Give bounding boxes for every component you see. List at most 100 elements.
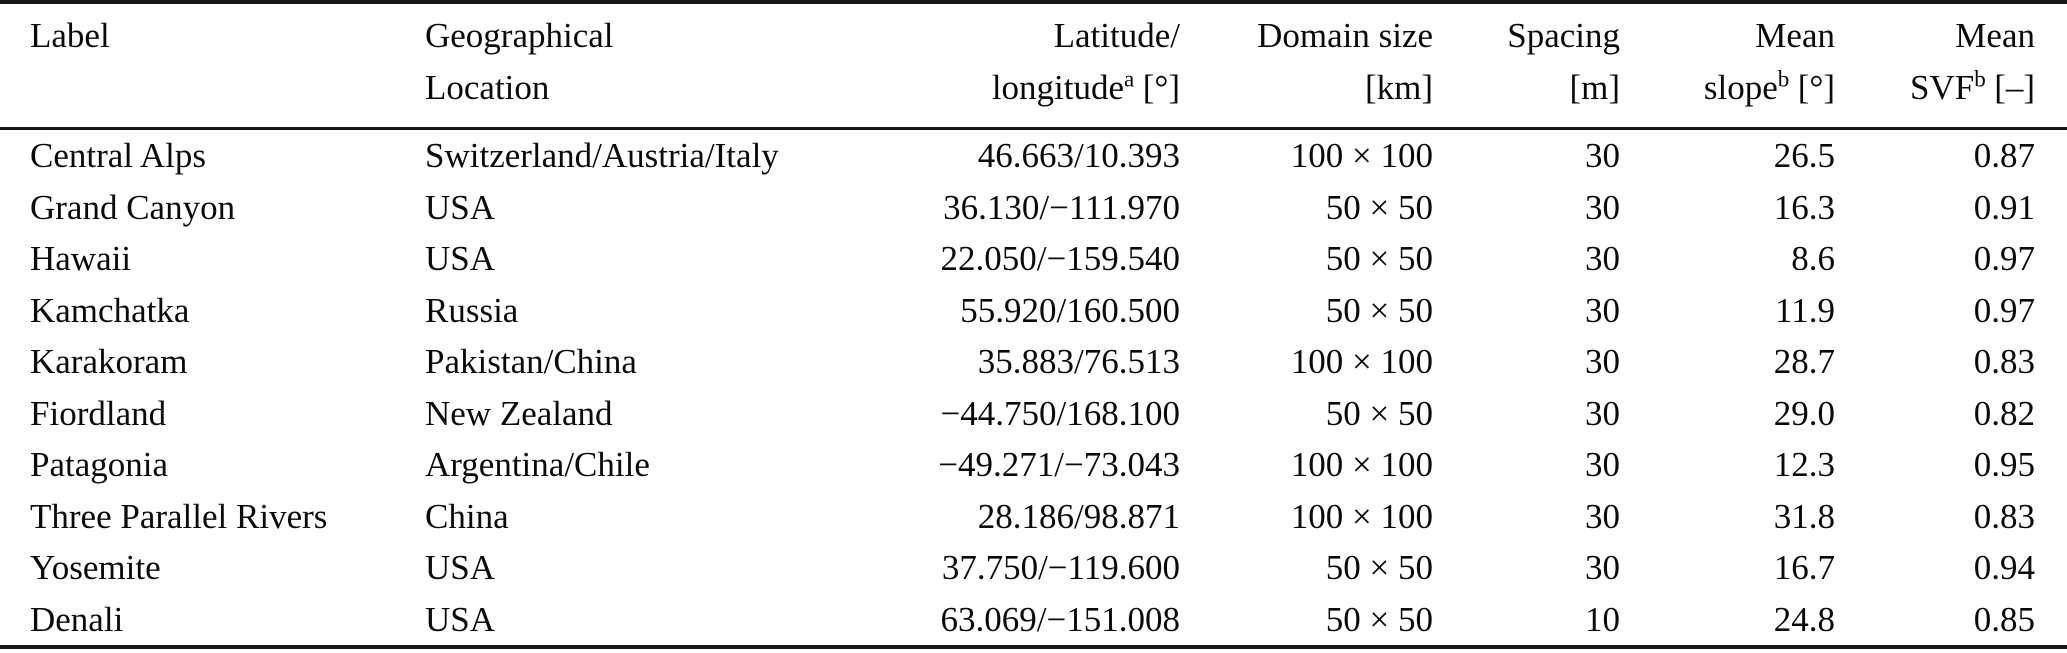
cell-latlon: −49.271/−73.043	[938, 445, 1180, 484]
cell-spacing: 10	[1585, 599, 1620, 639]
cell-mean-slope: 24.8	[1773, 599, 1835, 639]
header-location-line2: Location	[425, 68, 550, 107]
cell-spacing: 30	[1585, 548, 1620, 587]
cell-mean-slope: 28.7	[1773, 342, 1835, 381]
cell-mean-slope: 26.5	[1773, 136, 1835, 175]
cell-mean-svf: 0.82	[1973, 393, 2035, 433]
cell-latlon: 55.920/160.500	[960, 290, 1180, 330]
cell-latlon: 36.130/−111.970	[943, 187, 1180, 227]
table-header: Label Geographical Location Latitude/ lo…	[0, 4, 2067, 114]
header-latlon-line1: Latitude/	[1053, 16, 1180, 55]
cell-mean-slope: 12.3	[1773, 445, 1835, 484]
footnote-marker-b: b	[1777, 65, 1790, 92]
cell-spacing: 30	[1585, 496, 1620, 536]
header-label: Label	[30, 10, 425, 114]
cell-latlon: 37.750/−119.600	[941, 548, 1180, 587]
cell-location: Switzerland/Austria/Italy	[425, 136, 779, 175]
cell-mean-slope: 16.3	[1773, 187, 1835, 227]
cell-label: Patagonia	[30, 445, 169, 484]
cell-latlon: 22.050/−159.540	[940, 239, 1180, 278]
header-domain-line2: [km]	[1364, 68, 1433, 107]
table-top-rule	[0, 0, 2067, 4]
cell-latlon: −44.750/168.100	[940, 393, 1180, 433]
cell-label: Yosemite	[30, 548, 161, 587]
cell-domain-size: 50 × 50	[1325, 548, 1433, 587]
cell-location: USA	[425, 239, 496, 278]
table-row: Karakoram Pakistan/China 35.883/76.513 1…	[0, 336, 2067, 388]
cell-mean-svf: 0.83	[1973, 496, 2035, 536]
cell-latlon: 35.883/76.513	[977, 342, 1180, 381]
cell-domain-size: 100 × 100	[1290, 445, 1433, 484]
cell-domain-size: 50 × 50	[1325, 187, 1433, 227]
cell-label: Three Parallel Rivers	[30, 496, 328, 536]
table-row: Fiordland New Zealand −44.750/168.100 50…	[0, 388, 2067, 440]
cell-label: Hawaii	[30, 239, 132, 278]
header-spacing-line2: [m]	[1569, 68, 1620, 107]
cell-label: Grand Canyon	[30, 187, 236, 227]
cell-mean-svf: 0.97	[1973, 239, 2035, 278]
cell-mean-svf: 0.83	[1973, 342, 2035, 381]
header-location: Geographical Location	[425, 10, 845, 114]
cell-mean-slope: 31.8	[1773, 496, 1835, 536]
header-mean-slope: Mean slopeb [°]	[1620, 10, 1835, 114]
table-row: Central Alps Switzerland/Austria/Italy 4…	[0, 130, 2067, 182]
cell-location: Pakistan/China	[425, 342, 637, 381]
header-domain-size: Domain size [km]	[1180, 10, 1433, 114]
table-row: Denali USA 63.069/−151.008 50 × 50 10 24…	[0, 594, 2067, 646]
cell-location: USA	[425, 187, 496, 227]
cell-mean-slope: 16.7	[1773, 548, 1835, 587]
cell-spacing: 30	[1585, 290, 1620, 330]
cell-location: USA	[425, 548, 496, 587]
cell-location: Russia	[425, 290, 519, 330]
table-row: Grand Canyon USA 36.130/−111.970 50 × 50…	[0, 182, 2067, 234]
cell-domain-size: 100 × 100	[1290, 136, 1433, 175]
cell-label: Karakoram	[30, 342, 188, 381]
cell-mean-slope: 8.6	[1791, 239, 1835, 278]
svf-unit: [–]	[1994, 68, 2035, 107]
cell-mean-svf: 0.87	[1973, 136, 2035, 175]
header-latlon-line2: longitudea [°]	[991, 65, 1180, 107]
table-body: Central Alps Switzerland/Austria/Italy 4…	[0, 130, 2067, 645]
slope-unit: [°]	[1797, 68, 1835, 107]
header-slope-line1: Mean	[1755, 16, 1835, 55]
cell-mean-svf: 0.95	[1973, 445, 2035, 484]
cell-mean-svf: 0.94	[1973, 548, 2035, 587]
cell-spacing: 30	[1585, 187, 1620, 227]
cell-label: Kamchatka	[30, 290, 190, 330]
cell-spacing: 30	[1585, 393, 1620, 433]
latlon-unit: [°]	[1142, 68, 1180, 107]
footnote-marker-a: a	[1124, 65, 1135, 92]
table-mid-rule	[0, 127, 2067, 130]
cell-spacing: 30	[1585, 445, 1620, 484]
cell-location: New Zealand	[425, 393, 613, 433]
header-slope-line2: slopeb [°]	[1703, 65, 1835, 107]
cell-spacing: 30	[1585, 239, 1620, 278]
footnote-marker-b: b	[1974, 65, 1986, 92]
cell-spacing: 30	[1585, 136, 1620, 175]
cell-domain-size: 100 × 100	[1290, 496, 1433, 536]
header-label-line1: Label	[30, 16, 110, 55]
header-spacing-line1: Spacing	[1507, 16, 1620, 55]
table-row: Three Parallel Rivers China 28.186/98.87…	[0, 491, 2067, 543]
table-row: Hawaii USA 22.050/−159.540 50 × 50 30 8.…	[0, 233, 2067, 285]
cell-latlon: 28.186/98.871	[977, 496, 1180, 536]
table-bottom-rule	[0, 645, 2067, 649]
header-spacing: Spacing [m]	[1433, 10, 1620, 114]
cell-domain-size: 50 × 50	[1325, 290, 1433, 330]
cell-location: Argentina/Chile	[425, 445, 650, 484]
cell-spacing: 30	[1585, 342, 1620, 381]
cell-location: USA	[425, 599, 496, 639]
header-svf-line1: Mean	[1955, 16, 2035, 55]
table-row: Patagonia Argentina/Chile −49.271/−73.04…	[0, 439, 2067, 491]
cell-domain-size: 50 × 50	[1325, 393, 1433, 433]
cell-domain-size: 50 × 50	[1325, 599, 1433, 639]
table-row: Yosemite USA 37.750/−119.600 50 × 50 30 …	[0, 542, 2067, 594]
cell-label: Central Alps	[30, 136, 206, 175]
cell-mean-slope: 11.9	[1775, 290, 1835, 330]
table-row: Kamchatka Russia 55.920/160.500 50 × 50 …	[0, 285, 2067, 337]
header-latlon: Latitude/ longitudea [°]	[845, 10, 1180, 114]
cell-mean-svf: 0.91	[1973, 187, 2035, 227]
cell-latlon: 63.069/−151.008	[940, 599, 1180, 639]
cell-location: China	[425, 496, 509, 536]
